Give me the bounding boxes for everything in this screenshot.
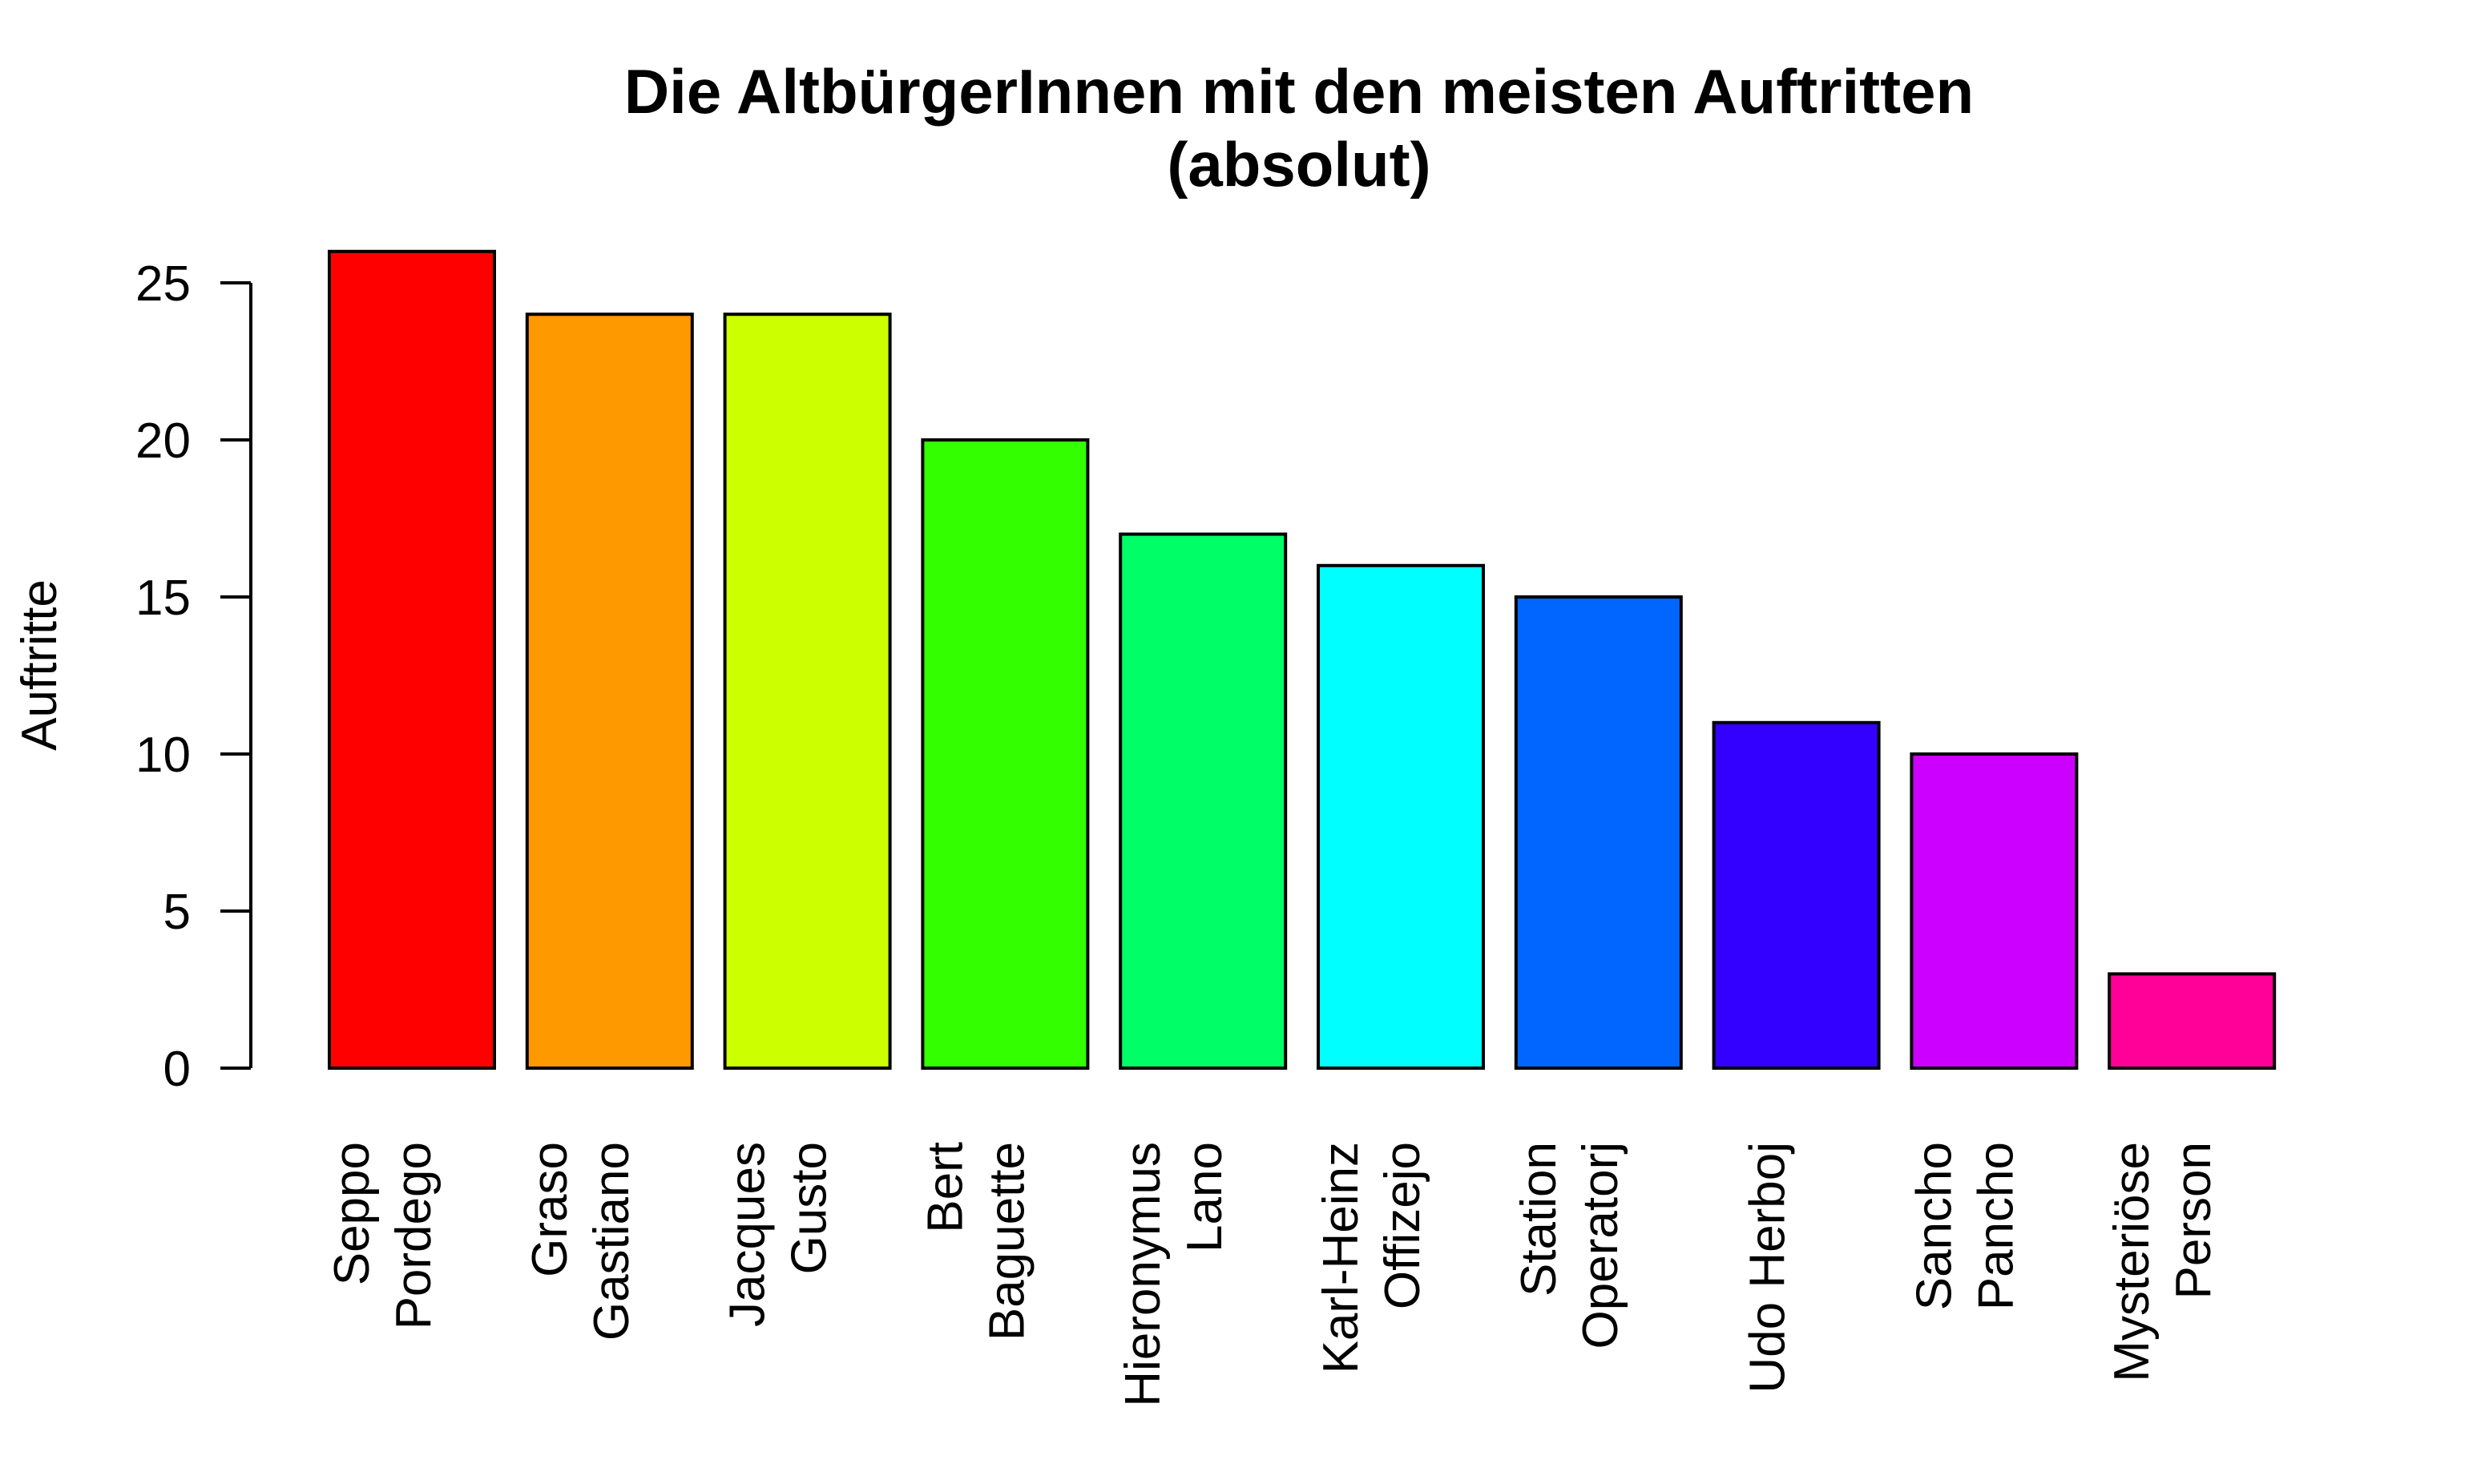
x-tick-label: Graso Gastiano xyxy=(522,1142,639,1341)
x-tick-label: Karl-Heinz Offizejo xyxy=(1313,1142,1430,1373)
x-tick-label-line: Person xyxy=(2166,1142,2221,1299)
x-tick-label: Seppo Pordego xyxy=(325,1142,442,1329)
x-tick-label: Sancho Pancho xyxy=(1906,1142,2023,1310)
chart-subtitle: (absolut) xyxy=(1167,129,1430,200)
x-tick-label-line: Pancho xyxy=(1968,1142,2023,1310)
bar xyxy=(1712,720,1881,1070)
bar xyxy=(723,313,892,1070)
bar xyxy=(2108,972,2277,1071)
y-tick-label: 15 xyxy=(135,571,191,626)
x-tick-label: Mysteriöse Person xyxy=(2104,1142,2221,1382)
y-axis: 0 5 10 15 20 25 xyxy=(135,256,252,1097)
x-axis-labels: Seppo Pordego Graso Gastiano Jacques Gusto Ber… xyxy=(325,1142,2221,1407)
x-tick-label-line: Station xyxy=(1511,1142,1567,1296)
x-tick-label-line: Operatorj xyxy=(1573,1142,1628,1349)
x-tick-label: Udo Herboj xyxy=(1741,1142,1796,1393)
y-tick-label: 0 xyxy=(163,1042,191,1097)
bar xyxy=(1910,752,2079,1070)
y-tick-label: 5 xyxy=(163,885,191,940)
x-tick-label-line: Lano xyxy=(1177,1142,1232,1252)
x-tick-label: Station Operatorj xyxy=(1511,1142,1628,1349)
x-tick-label-line: Pordego xyxy=(386,1142,442,1329)
x-tick-label-line: Udo Herboj xyxy=(1741,1142,1796,1393)
bars xyxy=(328,249,2277,1071)
x-tick-label-line: Gusto xyxy=(782,1142,837,1274)
x-tick-label: Bert Baguette xyxy=(918,1142,1035,1341)
chart-title: Die AltbürgerInnen mit den meisten Auftr… xyxy=(624,56,1974,127)
bar xyxy=(525,313,694,1070)
x-tick-label-line: Karl-Heinz xyxy=(1313,1142,1369,1373)
y-axis-label: Auftritte xyxy=(12,579,67,751)
x-tick-label-line: Sancho xyxy=(1906,1142,1962,1310)
bar xyxy=(921,438,1090,1070)
x-tick-label-line: Jacques xyxy=(720,1142,776,1327)
x-tick-label: Hieronymus Lano xyxy=(1115,1142,1232,1407)
x-tick-label-line: Hieronymus xyxy=(1115,1142,1171,1407)
x-tick-label: Jacques Gusto xyxy=(720,1142,837,1327)
x-tick-label-line: Baguette xyxy=(979,1142,1035,1341)
x-tick-label-line: Graso xyxy=(522,1142,578,1277)
bar xyxy=(328,249,496,1070)
x-tick-label-line: Seppo xyxy=(325,1142,380,1285)
y-tick-label: 10 xyxy=(135,728,191,783)
y-tick-label: 25 xyxy=(135,256,191,312)
x-tick-label-line: Bert xyxy=(918,1142,973,1233)
x-tick-label-line: Offizejo xyxy=(1375,1142,1430,1309)
x-tick-label-line: Gastiano xyxy=(584,1142,639,1341)
bar xyxy=(1514,595,1683,1070)
bar xyxy=(1119,532,1288,1070)
bar xyxy=(1317,563,1485,1070)
x-tick-label-line: Mysteriöse xyxy=(2104,1142,2160,1382)
y-tick-label: 20 xyxy=(135,413,191,469)
